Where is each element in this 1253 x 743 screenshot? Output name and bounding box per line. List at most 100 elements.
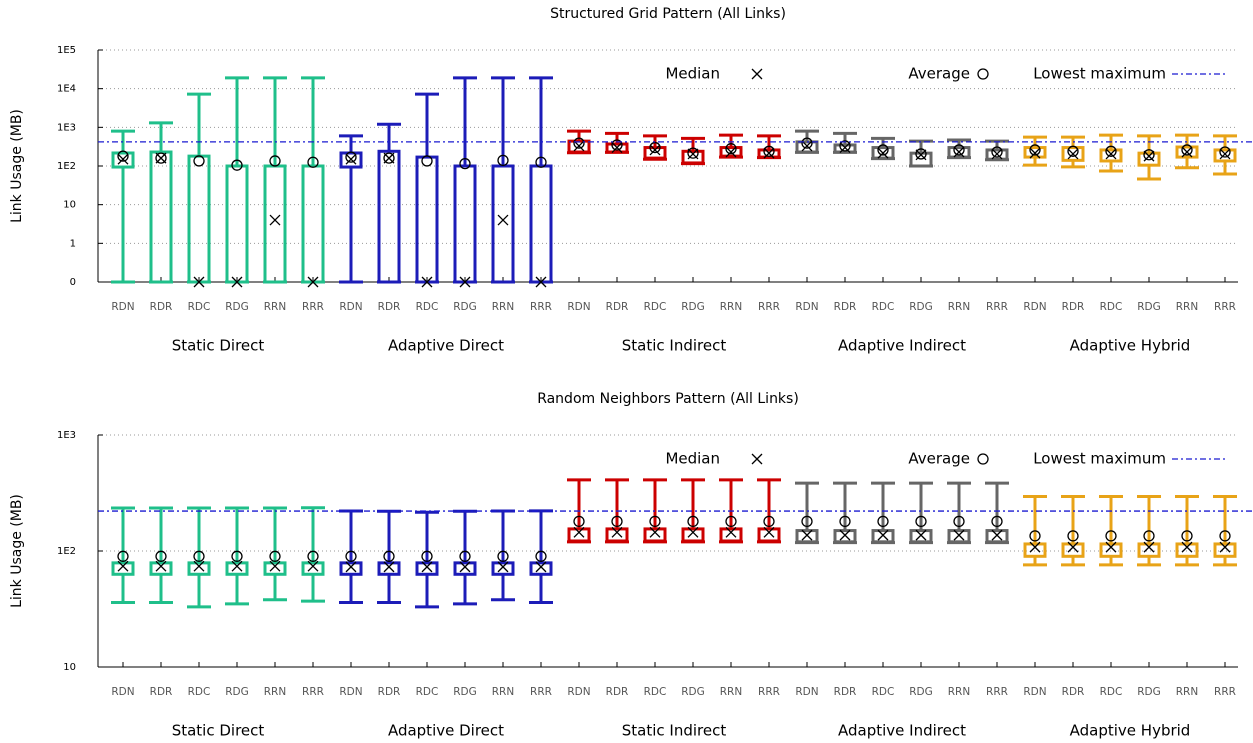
median-marker (1029, 541, 1041, 553)
y-tick-label: 1E2 (57, 546, 76, 557)
median-marker (725, 526, 737, 538)
x-tick-label: RDN (111, 686, 134, 698)
box (263, 164, 287, 284)
median-marker (877, 529, 889, 541)
box (149, 561, 173, 576)
box (111, 561, 135, 576)
median-marker (1105, 148, 1117, 160)
y-tick-label: 1E2 (57, 161, 76, 172)
average-marker (687, 515, 699, 528)
legend-median-label: Median (665, 65, 720, 83)
box (985, 529, 1009, 544)
box (225, 164, 249, 284)
average-marker (269, 550, 281, 562)
box (719, 527, 743, 543)
median-marker (649, 144, 661, 156)
average-marker (497, 154, 509, 166)
median-marker (611, 526, 623, 538)
chart-title: Random Neighbors Pattern (All Links) (537, 391, 799, 407)
box (567, 527, 591, 543)
box (1061, 146, 1085, 162)
average-marker (839, 515, 851, 528)
x-tick-label: RDG (225, 301, 249, 313)
average-marker (877, 515, 889, 528)
x-tick-label: RDG (1137, 686, 1161, 698)
y-tick-label: 0 (70, 277, 76, 288)
x-tick-label: RDC (644, 301, 667, 313)
average-marker (421, 550, 433, 562)
average-marker (1029, 530, 1041, 542)
x-tick-label: RDC (872, 686, 895, 698)
median-marker (459, 276, 471, 288)
average-marker (1181, 144, 1193, 156)
average-marker (193, 155, 205, 167)
x-tick-label: RRR (302, 686, 324, 698)
box (263, 561, 287, 576)
median-marker (193, 560, 205, 572)
average-marker (1181, 530, 1193, 542)
x-tick-label: RDC (1100, 301, 1123, 313)
x-tick-label: RRR (530, 301, 552, 313)
legend-median-marker (751, 68, 763, 80)
x-tick-label: RRR (986, 686, 1008, 698)
x-tick-label: RDG (909, 686, 933, 698)
x-tick-label: RRN (948, 686, 970, 698)
median-marker (991, 529, 1003, 541)
median-marker (763, 526, 775, 538)
x-tick-label: RDR (1062, 686, 1085, 698)
average-marker (269, 155, 281, 167)
x-tick-label: RRN (264, 301, 286, 313)
box (643, 527, 667, 543)
x-tick-label: RDR (378, 301, 401, 313)
y-tick-label: 1E3 (57, 122, 76, 133)
box (985, 148, 1009, 161)
legend-median-marker (751, 453, 763, 465)
box (567, 139, 591, 154)
average-marker (459, 550, 471, 562)
box (453, 561, 477, 576)
group-label: Adaptive Indirect (838, 337, 966, 355)
median-marker (991, 148, 1003, 160)
average-marker (573, 515, 585, 528)
x-tick-label: RDR (834, 686, 857, 698)
x-tick-label: RDC (644, 686, 667, 698)
median-marker (269, 560, 281, 572)
median-marker (763, 147, 775, 159)
box (947, 529, 971, 544)
median-marker (231, 560, 243, 572)
box (491, 164, 515, 284)
x-tick-label: RRR (1214, 301, 1236, 313)
median-marker (497, 214, 509, 226)
y-tick-label: 10 (63, 200, 76, 211)
y-tick-label: 10 (63, 662, 76, 673)
average-marker (687, 147, 699, 159)
box (719, 146, 743, 158)
average-marker (611, 139, 623, 151)
median-marker (459, 561, 471, 573)
average-marker (1067, 145, 1079, 157)
median-marker (801, 140, 813, 152)
box (339, 151, 363, 169)
average-marker (915, 515, 927, 528)
average-marker (763, 145, 775, 157)
box (111, 151, 135, 169)
average-marker (1029, 144, 1041, 156)
legend-average-marker (977, 68, 989, 80)
median-marker (573, 526, 585, 538)
median-marker (269, 214, 281, 226)
x-tick-label: RDN (339, 686, 362, 698)
median-marker (839, 142, 851, 154)
average-marker (953, 144, 965, 156)
box (833, 529, 857, 544)
average-marker (649, 515, 661, 528)
box (1099, 542, 1123, 558)
average-marker (307, 156, 319, 168)
average-marker (231, 550, 243, 562)
box (339, 561, 363, 576)
median-marker (345, 561, 357, 573)
average-marker (193, 550, 205, 562)
legend-average-label: Average (908, 450, 970, 468)
box (301, 164, 325, 284)
x-tick-label: RDR (150, 301, 173, 313)
x-tick-label: RDN (1023, 301, 1046, 313)
